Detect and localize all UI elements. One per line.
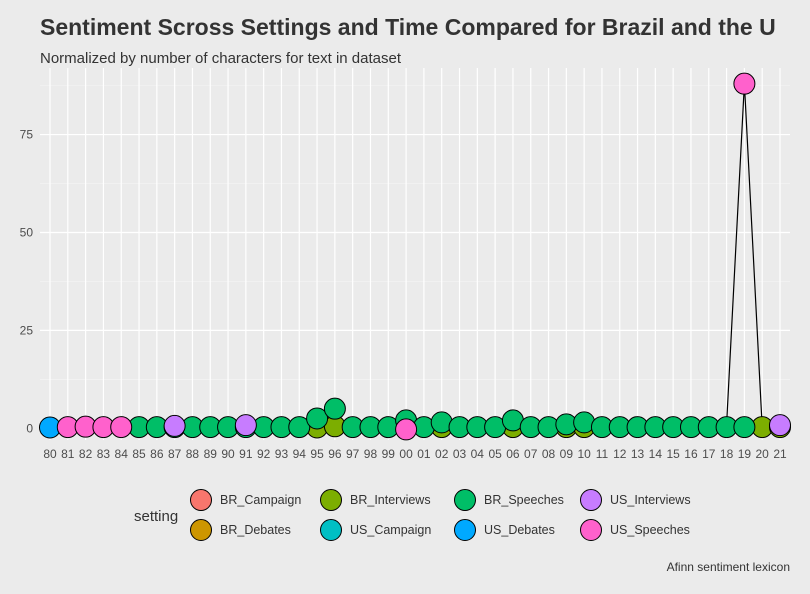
x-tick-label: 02 bbox=[435, 447, 449, 461]
x-tick-label: 93 bbox=[275, 447, 289, 461]
x-tick-label: 90 bbox=[221, 447, 235, 461]
x-tick-label: 14 bbox=[649, 447, 663, 461]
x-tick-label: 03 bbox=[453, 447, 467, 461]
plot-area: 0 25 50 75 80 81 82 83 84 85 86 87 88 89 90 91 92 93 94 95… bbox=[20, 68, 791, 461]
y-tick-label: 50 bbox=[20, 225, 34, 239]
legend-label: BR_Speeches bbox=[484, 493, 564, 507]
x-tick-label: 13 bbox=[631, 447, 645, 461]
x-tick-label: 06 bbox=[506, 447, 520, 461]
y-tick-label: 0 bbox=[26, 421, 33, 435]
legend-item-us-speeches: US_Speeches bbox=[580, 516, 690, 544]
y-tick-label: 75 bbox=[20, 128, 34, 142]
x-tick-label: 89 bbox=[204, 447, 218, 461]
legend-key-swatch bbox=[320, 489, 342, 511]
x-tick-label: 01 bbox=[417, 447, 431, 461]
legend-item-us-debates: US_Debates bbox=[454, 516, 555, 544]
x-tick-label: 08 bbox=[542, 447, 556, 461]
legend-label: BR_Debates bbox=[220, 523, 291, 537]
point-br-speeches bbox=[306, 407, 329, 430]
x-tick-label: 96 bbox=[328, 447, 342, 461]
x-tick-label: 87 bbox=[168, 447, 182, 461]
point-us-interviews bbox=[769, 414, 791, 437]
x-tick-label: 05 bbox=[488, 447, 502, 461]
data-points bbox=[39, 72, 791, 441]
x-tick-label: 80 bbox=[43, 447, 57, 461]
x-tick-label: 17 bbox=[702, 447, 716, 461]
series-line bbox=[49, 83, 781, 431]
x-tick-label: 20 bbox=[756, 447, 770, 461]
chart-caption: Afinn sentiment lexicon bbox=[666, 560, 790, 574]
point-us-interviews bbox=[234, 414, 257, 437]
x-tick-label: 84 bbox=[115, 447, 129, 461]
x-tick-label: 07 bbox=[524, 447, 538, 461]
x-tick-label: 11 bbox=[596, 447, 609, 461]
legend-key-swatch bbox=[454, 519, 476, 541]
x-tick-label: 16 bbox=[684, 447, 698, 461]
legend-label: BR_Campaign bbox=[220, 493, 302, 507]
x-tick-label: 99 bbox=[382, 447, 396, 461]
point-us-speeches bbox=[110, 416, 133, 439]
legend-title: setting bbox=[134, 508, 179, 525]
point-us-speeches bbox=[733, 72, 756, 95]
x-tick-label: 88 bbox=[186, 447, 200, 461]
legend-label: US_Interviews bbox=[610, 493, 691, 507]
x-tick-label: 09 bbox=[560, 447, 574, 461]
point-br-speeches bbox=[733, 416, 756, 439]
chart-subtitle: Normalized by number of characters for t… bbox=[40, 50, 401, 67]
x-tick-label: 15 bbox=[666, 447, 680, 461]
x-axis-ticks: 80 81 82 83 84 85 86 87 88 89 90 91 92 93 94 95 96 97 98 99… bbox=[43, 447, 787, 461]
x-tick-label: 83 bbox=[97, 447, 111, 461]
x-tick-label: 98 bbox=[364, 447, 378, 461]
x-tick-label: 81 bbox=[61, 447, 75, 461]
x-tick-label: 91 bbox=[239, 447, 253, 461]
y-axis-ticks: 0 25 50 75 bbox=[20, 128, 34, 436]
trend-line bbox=[49, 83, 781, 431]
point-br-speeches bbox=[288, 416, 311, 439]
legend-label: US_Campaign bbox=[350, 523, 432, 537]
x-tick-label: 97 bbox=[346, 447, 360, 461]
x-tick-label: 04 bbox=[471, 447, 485, 461]
legend-item-us-interviews: US_Interviews bbox=[580, 486, 691, 514]
x-tick-label: 00 bbox=[399, 447, 413, 461]
point-br-speeches bbox=[323, 397, 346, 420]
legend-label: US_Speeches bbox=[610, 523, 690, 537]
x-tick-label: 18 bbox=[720, 447, 734, 461]
grid-lines bbox=[40, 68, 790, 440]
y-tick-label: 25 bbox=[20, 323, 34, 337]
legend-key-swatch bbox=[190, 489, 212, 511]
x-tick-label: 12 bbox=[613, 447, 627, 461]
legend-item-br-speeches: BR_Speeches bbox=[454, 486, 564, 514]
legend-key-swatch bbox=[320, 519, 342, 541]
x-tick-label: 85 bbox=[132, 447, 146, 461]
x-tick-label: 10 bbox=[577, 447, 591, 461]
legend: setting BR_Campaign BR_Debates BR_Intervie… bbox=[134, 484, 734, 548]
legend-item-br-campaign: BR_Campaign bbox=[190, 486, 301, 514]
legend-item-br-interviews: BR_Interviews bbox=[320, 486, 431, 514]
legend-item-us-campaign: US_Campaign bbox=[320, 516, 431, 544]
legend-label: BR_Interviews bbox=[350, 493, 431, 507]
legend-key-swatch bbox=[190, 519, 212, 541]
point-us-interviews bbox=[163, 414, 186, 437]
x-tick-label: 82 bbox=[79, 447, 93, 461]
legend-item-br-debates: BR_Debates bbox=[190, 516, 291, 544]
legend-key-swatch bbox=[454, 489, 476, 511]
x-tick-label: 86 bbox=[150, 447, 164, 461]
x-tick-label: 94 bbox=[293, 447, 307, 461]
x-tick-label: 21 bbox=[773, 447, 787, 461]
x-tick-label: 19 bbox=[738, 447, 752, 461]
chart-title: Sentiment Scross Settings and Time Compa… bbox=[40, 14, 776, 40]
x-tick-label: 92 bbox=[257, 447, 271, 461]
legend-key-swatch bbox=[580, 519, 602, 541]
legend-key-swatch bbox=[580, 489, 602, 511]
point-us-speeches bbox=[395, 418, 418, 441]
legend-label: US_Debates bbox=[484, 523, 555, 537]
x-tick-label: 95 bbox=[310, 447, 324, 461]
